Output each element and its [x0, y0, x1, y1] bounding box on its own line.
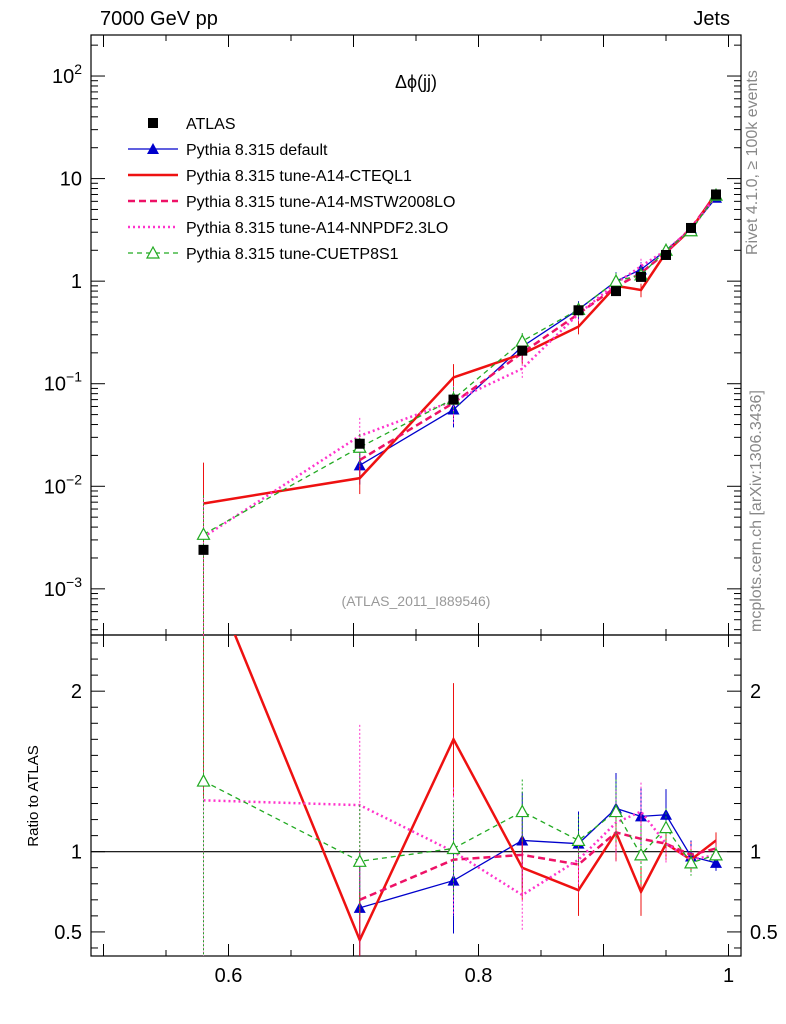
series-4-ratio-point [446, 841, 461, 855]
data-point [573, 305, 584, 316]
legend-item: Pythia 8.315 default [128, 142, 328, 159]
legend-marker [147, 143, 159, 154]
ratio-y-tick-label: 2 [71, 681, 82, 703]
y-tick-base: 10 [52, 66, 74, 88]
legend-label: Pythia 8.315 default [186, 142, 328, 159]
ratio-y-tick-label-right: 2 [750, 681, 761, 703]
series-4-ratio-point [352, 854, 367, 867]
y-tick-label: 1 [71, 271, 82, 293]
data-point [711, 189, 721, 200]
series-2-ratio-line [359, 831, 717, 901]
header-observable-label: Jets [693, 8, 730, 30]
data-point [354, 438, 365, 449]
legend-label: Pythia 8.315 tune-A14-CTEQL1 [186, 168, 412, 185]
legend-label: Pythia 8.315 tune-CUETP8S1 [186, 246, 399, 263]
ratio-plot-frame [90, 634, 742, 957]
header-collision-label: 7000 GeV pp [100, 8, 218, 30]
legend-item: ATLAS [148, 116, 236, 133]
y-tick-exponent: 2 [74, 61, 82, 77]
ratio-y-axis-label: Ratio to ATLAS [25, 745, 42, 846]
legend-label: Pythia 8.315 tune-A14-MSTW2008LO [186, 194, 455, 211]
y-tick-label: 102 [52, 61, 82, 88]
data-point [517, 345, 528, 356]
data-point [611, 286, 621, 297]
x-tick-label: 1 [723, 965, 734, 987]
series-4-point [515, 333, 530, 347]
analysis-label: (ATLAS_2011_I889546) [342, 593, 491, 609]
y-tick-exponent: −3 [66, 574, 82, 590]
y-tick-base: 10 [44, 374, 66, 396]
series-1-ratio-line [233, 635, 717, 944]
data-point [686, 222, 696, 233]
y-tick-base: 10 [60, 169, 82, 191]
data-point [661, 249, 671, 260]
series-4-ratio-line [203, 780, 717, 864]
series-4-point [196, 527, 211, 540]
ratio-y-tick-label: 0.5 [54, 922, 82, 944]
legend-label: ATLAS [186, 116, 236, 133]
ratio-plot-area [196, 635, 724, 956]
y-tick-base: 1 [71, 271, 82, 293]
plot-title: Δϕ(jj) [395, 72, 437, 92]
legend-label: Pythia 8.315 tune-A14-NNPDF2.3LO [186, 220, 448, 237]
ratio-y-tick-label-right: 0.5 [750, 922, 778, 944]
series-4-ratio-point [708, 847, 724, 861]
legend-item: Pythia 8.315 tune-A14-MSTW2008LO [128, 194, 455, 211]
ratio-y-tick-label: 1 [71, 842, 82, 864]
y-tick-label: 10−2 [44, 471, 82, 498]
x-tick-label: 0.6 [215, 965, 243, 987]
y-tick-label: 10 [60, 169, 82, 191]
series-4-line [203, 194, 717, 535]
legend-item: Pythia 8.315 tune-A14-NNPDF2.3LO [128, 220, 448, 237]
series-4-ratio-point [571, 833, 586, 847]
legend-marker [148, 118, 158, 128]
x-tick-label: 0.8 [465, 965, 493, 987]
data-point [636, 271, 646, 282]
series-0-ratio-point [710, 856, 722, 868]
series-4-ratio-point [633, 847, 649, 861]
series-4-ratio-point [515, 804, 530, 818]
data-point [448, 394, 459, 405]
main-plot-area [196, 187, 724, 635]
y-tick-label: 10−1 [44, 369, 82, 396]
data-point [198, 544, 209, 555]
series-0-line [359, 197, 717, 466]
y-tick-label: 10−3 [44, 574, 82, 601]
series-4-ratio-point [683, 855, 699, 869]
series-4-ratio-point [658, 820, 674, 834]
series-4-ratio-point [608, 804, 624, 818]
legend-item: Pythia 8.315 tune-A14-CTEQL1 [128, 168, 412, 185]
y-tick-base: 10 [44, 579, 66, 601]
y-tick-exponent: −1 [66, 369, 82, 385]
y-tick-base: 10 [44, 476, 66, 498]
ratio-y-tick-label-right: 1 [750, 842, 761, 864]
y-tick-exponent: −2 [66, 471, 82, 487]
series-1-line [203, 192, 718, 505]
legend-item: Pythia 8.315 tune-CUETP8S1 [128, 245, 399, 263]
legend-marker [145, 245, 161, 259]
legend: ATLAS Pythia 8.315 default Pythia 8.315 tu… [128, 116, 455, 263]
series-4-ratio-point [196, 773, 211, 787]
